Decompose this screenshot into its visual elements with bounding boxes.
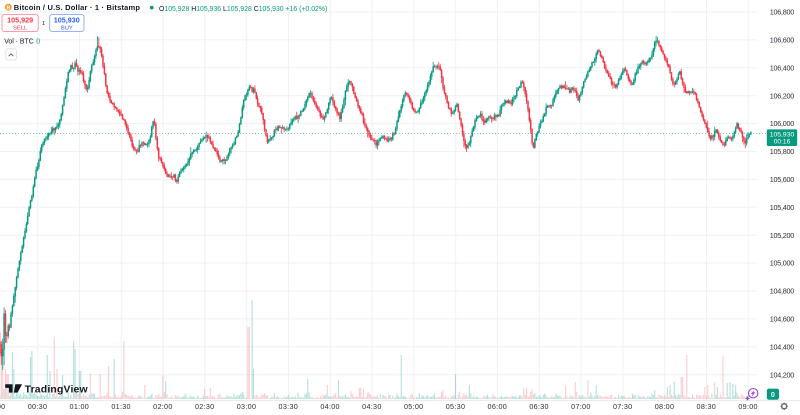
svg-text:04:00: 04:00 [320,402,340,411]
svg-text:B: B [6,5,10,11]
svg-text:05:00: 05:00 [404,402,424,411]
svg-text:105,929: 105,929 [7,16,33,25]
svg-text:02:30: 02:30 [195,402,215,411]
svg-text:106,200: 106,200 [770,91,794,100]
svg-text:07:30: 07:30 [613,402,633,411]
svg-text:Bitcoin / U.S. Dollar · 1 · Bi: Bitcoin / U.S. Dollar · 1 · Bitstamp [14,3,141,12]
svg-text:BUY: BUY [61,26,73,32]
svg-text:1: 1 [42,21,45,27]
svg-text:SELL: SELL [13,26,28,32]
svg-text:106,600: 106,600 [770,36,794,45]
svg-text:06:00: 06:00 [488,402,508,411]
svg-text:07:00: 07:00 [571,402,591,411]
svg-text:01:00: 01:00 [70,402,90,411]
svg-text:TradingView: TradingView [25,384,89,395]
svg-text:Vol · BTC: Vol · BTC [4,38,34,45]
svg-text:08:30: 08:30 [697,402,717,411]
svg-text:104,400: 104,400 [770,342,794,351]
svg-text:00:00: 00:00 [0,402,5,411]
svg-text:00:30: 00:30 [28,402,48,411]
svg-text:105,000: 105,000 [770,259,794,268]
svg-text:0: 0 [771,390,775,399]
svg-text:02:00: 02:00 [153,402,173,411]
svg-text:104,200: 104,200 [770,370,794,379]
svg-text:04:30: 04:30 [362,402,382,411]
svg-text:106,400: 106,400 [770,63,794,72]
svg-text:00:16: 00:16 [774,138,791,145]
svg-text:03:00: 03:00 [237,402,257,411]
svg-text:104,800: 104,800 [770,287,794,296]
svg-text:104,600: 104,600 [770,315,794,324]
svg-text:105,800: 105,800 [770,147,794,156]
svg-text:105,930: 105,930 [54,16,80,25]
svg-text:106,000: 106,000 [770,119,794,128]
svg-text:03:30: 03:30 [279,402,299,411]
svg-text:105,400: 105,400 [770,203,794,212]
svg-text:105,600: 105,600 [770,175,794,184]
svg-text:105,200: 105,200 [770,231,794,240]
svg-text:08:00: 08:00 [655,402,675,411]
svg-text:105,930: 105,930 [770,132,795,139]
svg-text:06:30: 06:30 [529,402,549,411]
svg-text:106,800: 106,800 [770,8,794,17]
svg-text:01:30: 01:30 [111,402,131,411]
svg-text:0: 0 [36,38,40,45]
svg-text:05:30: 05:30 [446,402,466,411]
svg-text:O105,928 H105,936 L105,928 C10: O105,928 H105,936 L105,928 C105,930 +16 … [159,6,327,13]
svg-text:09:00: 09:00 [738,402,758,411]
